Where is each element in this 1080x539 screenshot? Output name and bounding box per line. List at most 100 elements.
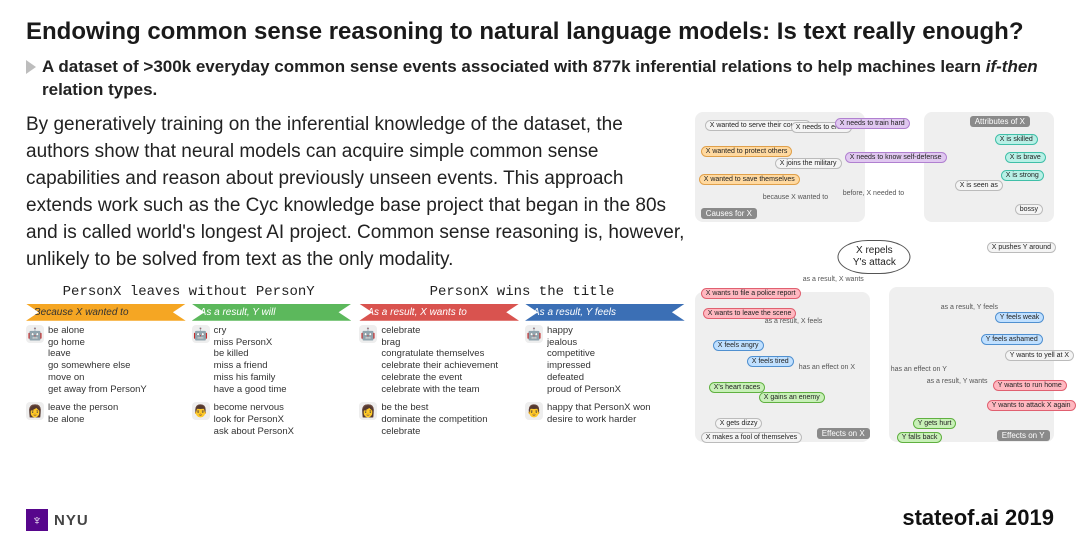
example-left-heading: PersonX leaves without PersonY <box>26 284 351 300</box>
persona-icon: 🤖 <box>26 325 44 343</box>
left-column: By generatively training on the inferent… <box>26 112 685 444</box>
list-item: miss PersonX <box>214 337 287 349</box>
graph-node-chip: X wanted to save themselves <box>699 174 800 185</box>
item-list: leave the personbe alone <box>48 402 118 426</box>
graph-node-chip: X gets dizzy <box>715 418 763 429</box>
nyu-torch-icon: ♆ <box>26 509 48 531</box>
edge-label: has an effect on X <box>799 364 855 371</box>
examples: PersonX leaves without PersonY Because X… <box>26 284 685 444</box>
list-item: desire to work harder <box>547 414 651 426</box>
persona-icon: 🤖 <box>359 325 377 343</box>
list-item: be alone <box>48 414 118 426</box>
edge-label: as a result, Y feels <box>941 304 998 311</box>
list-item: have a good time <box>214 384 287 396</box>
list-item: defeated <box>547 372 621 384</box>
list-item: competitive <box>547 348 621 360</box>
persona-icon: 👨 <box>525 402 543 420</box>
graph-node-chip: bossy <box>1015 204 1043 215</box>
section-label: Causes for X <box>701 208 757 219</box>
graph-node-chip: X needs to know self-defense <box>845 152 947 163</box>
graph-node-chip: Y gets hurt <box>913 418 957 429</box>
list-item: brag <box>381 337 498 349</box>
example-column: Because X wanted to🤖be alonego homeleave… <box>26 304 186 444</box>
item-list: happy that PersonX wondesire to work har… <box>547 402 651 426</box>
graph-node-chip: Y feels ashamed <box>981 334 1043 345</box>
graph-node-chip: X gains an enemy <box>759 392 825 403</box>
edge-label: as a result, Y wants <box>927 378 988 385</box>
list-item: move on <box>48 372 147 384</box>
list-item: miss a friend <box>214 360 287 372</box>
example-column: As a result, X wants to 🤖celebratebragcon… <box>359 304 519 444</box>
graph-node-chip: X is skilled <box>995 134 1038 145</box>
list-item: celebrate their achievement <box>381 360 498 372</box>
list-item: leave the person <box>48 402 118 414</box>
example-left: PersonX leaves without PersonY Because X… <box>26 284 351 444</box>
list-item: happy that PersonX won <box>547 402 651 414</box>
list-item: happy <box>547 325 621 337</box>
edge-label: has an effect on Y <box>891 366 947 373</box>
body-paragraph: By generatively training on the inferent… <box>26 112 685 274</box>
list-item: look for PersonX <box>214 414 294 426</box>
subtitle-row: A dataset of >300k everyday common sense… <box>26 56 1054 102</box>
nyu-logo: ♆ NYU <box>26 509 89 531</box>
persona-icon: 👩 <box>26 402 44 420</box>
items-block: 👩be the bestdominate the competitioncele… <box>359 402 519 438</box>
edge-label: because X wanted to <box>763 194 828 201</box>
subtitle-post: relation types. <box>42 80 157 99</box>
list-item: cry <box>214 325 287 337</box>
list-item: leave <box>48 348 147 360</box>
item-list: celebratebragcongratulate themselvescele… <box>381 325 498 396</box>
graph-node-chip: X pushes Y around <box>987 242 1056 253</box>
graph-node-chip: X feels angry <box>713 340 764 351</box>
list-item: go somewhere else <box>48 360 147 372</box>
list-item: celebrate <box>381 325 498 337</box>
edge-label: as a result, X feels <box>765 318 823 325</box>
items-block: 👩leave the personbe alone <box>26 402 186 426</box>
list-item: ask about PersonX <box>214 426 294 438</box>
graph-node-chip: Y wants to yell at X <box>1005 350 1074 361</box>
section-label: Effects on Y <box>997 430 1050 441</box>
nyu-text: NYU <box>54 512 89 529</box>
list-item: jealous <box>547 337 621 349</box>
subtitle-em: if-then <box>986 57 1038 76</box>
slide-title: Endowing common sense reasoning to natur… <box>26 18 1054 46</box>
list-item: celebrate the event <box>381 372 498 384</box>
relation-flag: As a result, X wants to <box>359 304 519 321</box>
example-right: PersonX wins the title As a result, X wa… <box>359 284 684 444</box>
example-column: As a result, Y feels🤖happyjealouscompeti… <box>525 304 685 444</box>
list-item: proud of PersonX <box>547 384 621 396</box>
item-list: be the bestdominate the competitionceleb… <box>381 402 487 438</box>
list-item: become nervous <box>214 402 294 414</box>
graph-node-chip: Y feels weak <box>995 312 1045 323</box>
subtitle: A dataset of >300k everyday common sense… <box>42 56 1054 102</box>
example-left-cols: Because X wanted to🤖be alonego homeleave… <box>26 304 351 444</box>
example-right-heading: PersonX wins the title <box>359 284 684 300</box>
graph-node-chip: X is seen as <box>955 180 1003 191</box>
list-item: miss his family <box>214 372 287 384</box>
section-label: Attributes of X <box>970 116 1030 127</box>
list-item: be the best <box>381 402 487 414</box>
list-item: get away from PersonY <box>48 384 147 396</box>
list-item: celebrate <box>381 426 487 438</box>
list-item: dominate the competition <box>381 414 487 426</box>
persona-icon: 🤖 <box>192 325 210 343</box>
example-right-cols: As a result, X wants to🤖celebratebragcon… <box>359 304 684 444</box>
main-row: By generatively training on the inferent… <box>26 112 1054 444</box>
item-list: be alonego homeleavego somewhere elsemov… <box>48 325 147 396</box>
graph-node-chip: X feels tired <box>747 356 794 367</box>
bullet-triangle-icon <box>26 60 36 74</box>
knowledge-graph-diagram: X repelsY's attack Causes for XAttribute… <box>695 112 1054 442</box>
relation-flag: As a result, Y feels <box>525 304 685 321</box>
persona-icon: 🤖 <box>525 325 543 343</box>
list-item: impressed <box>547 360 621 372</box>
section-label: Effects on X <box>817 428 870 439</box>
item-list: become nervouslook for PersonXask about … <box>214 402 294 438</box>
items-block: 🤖celebratebragcongratulate themselvescel… <box>359 325 519 396</box>
list-item: be alone <box>48 325 147 337</box>
items-block: 🤖be alonego homeleavego somewhere elsemo… <box>26 325 186 396</box>
graph-node-chip: X is brave <box>1005 152 1046 163</box>
graph-node-chip: X is strong <box>1001 170 1044 181</box>
edge-label: as a result, X wants <box>803 276 864 283</box>
item-list: happyjealouscompetitiveimpresseddefeated… <box>547 325 621 396</box>
list-item: be killed <box>214 348 287 360</box>
